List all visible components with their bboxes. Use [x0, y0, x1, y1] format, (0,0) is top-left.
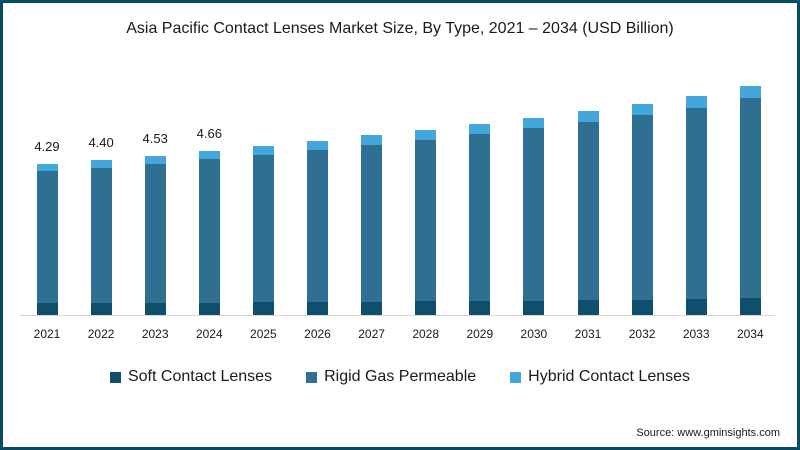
soft-segment	[252, 302, 274, 315]
data-label: 4.40	[88, 135, 114, 151]
bar-2033	[685, 96, 707, 315]
x-tick-label: 2033	[682, 327, 710, 341]
rigid-segment	[577, 121, 599, 301]
legend-item-hybrid: Hybrid Contact Lenses	[510, 368, 690, 386]
bar-2024	[198, 150, 220, 315]
chart-frame	[3, 3, 797, 447]
x-tick-label: 2023	[141, 327, 169, 341]
soft-segment	[144, 303, 166, 315]
soft-segment	[577, 300, 599, 315]
x-tick-label: 2028	[412, 327, 440, 341]
x-tick-label: 2021	[33, 327, 61, 341]
rigid-segment	[631, 115, 653, 300]
hybrid-segment	[739, 86, 761, 99]
hybrid-segment	[631, 103, 653, 116]
hybrid-segment	[90, 160, 112, 168]
soft-segment	[198, 302, 220, 315]
soft-segment	[739, 298, 761, 315]
legend-swatch-soft	[109, 371, 121, 383]
soft-segment	[307, 301, 328, 315]
soft-segment	[361, 301, 383, 315]
x-tick-label: 2025	[250, 327, 277, 341]
hybrid-segment	[685, 96, 707, 109]
bar-2032	[631, 103, 653, 315]
rigid-segment	[685, 108, 707, 300]
x-tick-label: 2034	[736, 327, 764, 341]
hybrid-segment	[252, 146, 274, 155]
legend-label: Soft Contact Lenses	[127, 368, 273, 385]
x-tick-label: 2029	[466, 327, 494, 341]
rigid-segment	[90, 167, 112, 304]
bar-2026	[307, 140, 328, 315]
hybrid-segment	[198, 150, 220, 160]
x-tick-label: 2026	[304, 327, 331, 341]
bar-2021	[36, 163, 58, 315]
rigid-segment	[198, 159, 220, 303]
hybrid-segment	[144, 155, 166, 164]
legend-item-soft: Soft Contact Lenses	[109, 368, 273, 386]
x-tick-label: 2032	[628, 327, 656, 341]
rigid-segment	[361, 144, 383, 302]
rigid-segment	[415, 139, 437, 302]
soft-segment	[631, 299, 653, 315]
soft-segment	[90, 303, 112, 315]
legend-label: Hybrid Contact Lenses	[528, 368, 691, 385]
legend-item-rigid: Rigid Gas Permeable	[306, 368, 476, 386]
soft-segment	[685, 299, 707, 315]
hybrid-segment	[361, 135, 383, 145]
x-tick-label: 2030	[520, 327, 548, 341]
bar-2023	[144, 155, 166, 315]
source-note: Source: www.gminsights.com	[636, 427, 780, 439]
legend-label: Rigid Gas Permeable	[324, 368, 477, 385]
bar-2022	[90, 160, 112, 315]
bar-2034	[739, 86, 761, 315]
chart-title: Asia Pacific Contact Lenses Market Size,…	[126, 20, 674, 37]
bar-2030	[523, 117, 545, 315]
hybrid-segment	[577, 110, 599, 122]
rigid-segment	[36, 171, 58, 304]
legend-swatch-hybrid	[510, 371, 522, 383]
rigid-segment	[307, 149, 328, 302]
legend: Soft Contact Lenses Rigid Gas Permeable …	[0, 368, 800, 386]
rigid-segment	[469, 134, 491, 301]
bar-2029	[469, 123, 491, 315]
soft-segment	[523, 300, 545, 315]
soft-segment	[415, 301, 437, 315]
x-tick-label: 2022	[87, 327, 115, 341]
rigid-segment	[252, 154, 274, 303]
rigid-segment	[739, 98, 761, 299]
soft-segment	[36, 303, 58, 315]
x-axis-line	[20, 315, 775, 316]
data-label: 4.66	[196, 125, 222, 141]
soft-segment	[469, 300, 491, 315]
hybrid-segment	[469, 123, 491, 135]
bar-2031	[577, 110, 599, 315]
bar-2028	[415, 129, 437, 315]
hybrid-segment	[523, 117, 545, 129]
x-tick-label: 2031	[574, 327, 602, 341]
bar-2025	[252, 146, 274, 315]
hybrid-segment	[36, 163, 58, 172]
x-tick-label: 2027	[358, 327, 385, 341]
legend-swatch-rigid	[306, 371, 318, 383]
rigid-segment	[523, 128, 545, 301]
x-tick-label: 2024	[195, 327, 223, 341]
data-label: 4.53	[142, 130, 168, 146]
data-label: 4.29	[34, 138, 60, 154]
bar-2027	[361, 135, 383, 315]
rigid-segment	[144, 163, 166, 304]
hybrid-segment	[415, 129, 437, 140]
hybrid-segment	[307, 140, 328, 150]
